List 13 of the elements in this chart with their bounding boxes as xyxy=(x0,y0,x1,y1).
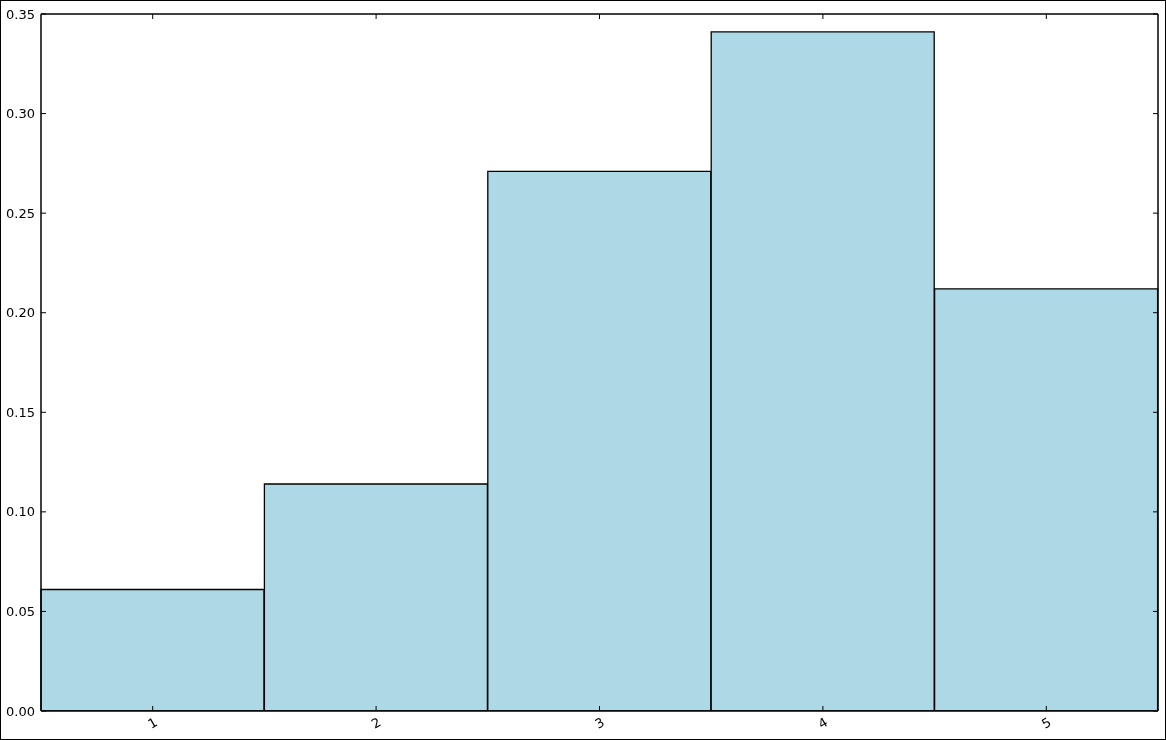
x-tick-label: 2 xyxy=(368,714,384,732)
x-tick-label: 3 xyxy=(592,714,607,732)
x-tick-label: 1 xyxy=(145,714,161,732)
y-tick-label: 0.00 xyxy=(6,703,35,719)
y-tick-label: 0.05 xyxy=(6,603,35,619)
x-tick-label: 5 xyxy=(1038,714,1054,732)
y-tick-label: 0.35 xyxy=(6,6,35,22)
y-tick-label: 0.20 xyxy=(6,305,35,321)
y-tick-label: 0.30 xyxy=(6,106,35,122)
y-tick-label: 0.15 xyxy=(6,404,35,420)
x-tick-label: 4 xyxy=(815,714,831,732)
y-tick-label: 0.25 xyxy=(6,205,35,221)
y-tick-label: 0.10 xyxy=(6,504,35,520)
